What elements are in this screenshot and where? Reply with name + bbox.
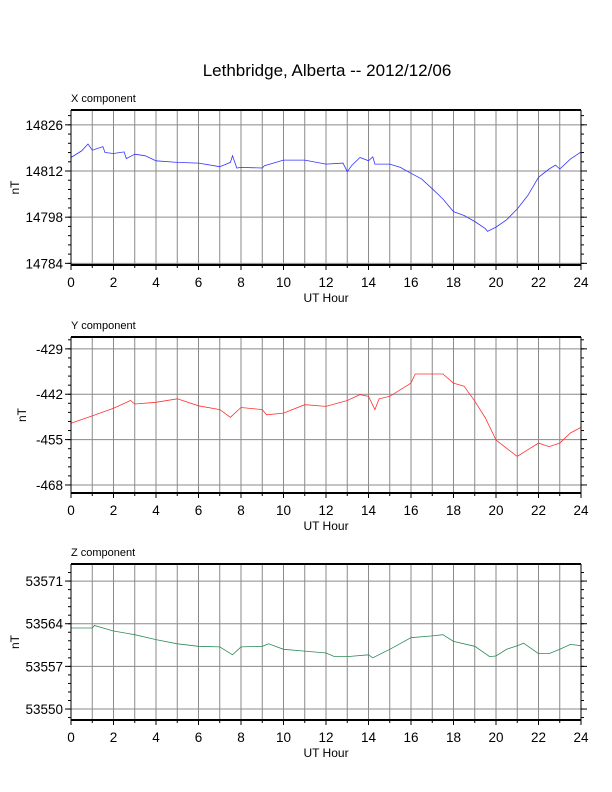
data-series-line: [70, 143, 582, 232]
x-tick-label: 0: [67, 275, 75, 290]
x-tick-label: 18: [446, 503, 461, 518]
x-tick-label: 4: [152, 275, 160, 290]
y-tick-label: -442: [36, 387, 63, 402]
x-tick-label: 22: [531, 275, 546, 290]
x-tick-label: 24: [573, 275, 589, 290]
x-tick-label: 2: [110, 503, 118, 518]
panel-title: Z component: [71, 547, 135, 559]
x-tick-label: 6: [195, 275, 203, 290]
x-tick-label: 8: [237, 275, 245, 290]
x-tick-label: 8: [237, 503, 245, 518]
x-tick-label: 0: [67, 503, 75, 518]
x-axis-label: UT Hour: [303, 519, 348, 533]
x-tick-label: 24: [573, 503, 589, 518]
x-tick-label: 2: [110, 730, 118, 745]
y-tick-label: 53564: [25, 617, 63, 632]
data-series-line: [71, 625, 582, 659]
x-tick-label: 6: [195, 730, 203, 745]
y-tick-label: 14784: [25, 256, 63, 271]
y-tick-label: 53571: [25, 574, 63, 589]
x-tick-label: 12: [318, 503, 333, 518]
y-tick-label: -468: [36, 478, 63, 493]
x-tick-label: 14: [361, 503, 377, 518]
x-tick-label: 16: [403, 503, 418, 518]
y-tick-label: 14798: [25, 210, 63, 225]
x-tick-label: 20: [488, 503, 503, 518]
x-tick-label: 22: [531, 503, 546, 518]
x-axis-label: UT Hour: [303, 291, 348, 305]
y-tick-label: 53557: [25, 659, 63, 674]
x-tick-label: 10: [276, 503, 291, 518]
y-tick-label: -429: [36, 342, 63, 357]
x-tick-label: 24: [573, 730, 589, 745]
x-tick-label: 18: [446, 730, 461, 745]
x-tick-label: 12: [318, 730, 333, 745]
panel-title: Y component: [71, 320, 136, 332]
y-tick-label: 14812: [25, 164, 63, 179]
x-tick-label: 14: [361, 275, 377, 290]
x-tick-label: 16: [403, 275, 418, 290]
x-tick-label: 20: [488, 730, 503, 745]
x-tick-label: 12: [318, 275, 333, 290]
chart-title: Lethbridge, Alberta -- 2012/12/06: [203, 61, 452, 80]
x-tick-label: 8: [237, 730, 245, 745]
x-axis-label: UT Hour: [303, 746, 348, 760]
x-tick-label: 2: [110, 275, 118, 290]
x-tick-label: 18: [446, 275, 461, 290]
y-axis-label: nT: [8, 634, 22, 649]
y-axis-label: nT: [8, 180, 22, 195]
x-tick-label: 20: [488, 275, 503, 290]
data-series-line: [70, 373, 582, 457]
x-tick-label: 14: [361, 730, 377, 745]
y-axis-label: nT: [15, 407, 29, 422]
y-tick-label: 53550: [25, 702, 63, 717]
x-tick-label: 4: [152, 730, 160, 745]
panel-title: X component: [71, 93, 136, 105]
x-tick-label: 10: [276, 275, 291, 290]
x-tick-label: 0: [67, 730, 75, 745]
y-tick-label: 14826: [25, 118, 63, 133]
x-tick-label: 10: [276, 730, 291, 745]
y-tick-label: -455: [36, 433, 63, 448]
x-tick-label: 4: [152, 503, 160, 518]
x-tick-label: 6: [195, 503, 203, 518]
x-tick-label: 22: [531, 730, 546, 745]
x-tick-label: 16: [403, 730, 418, 745]
